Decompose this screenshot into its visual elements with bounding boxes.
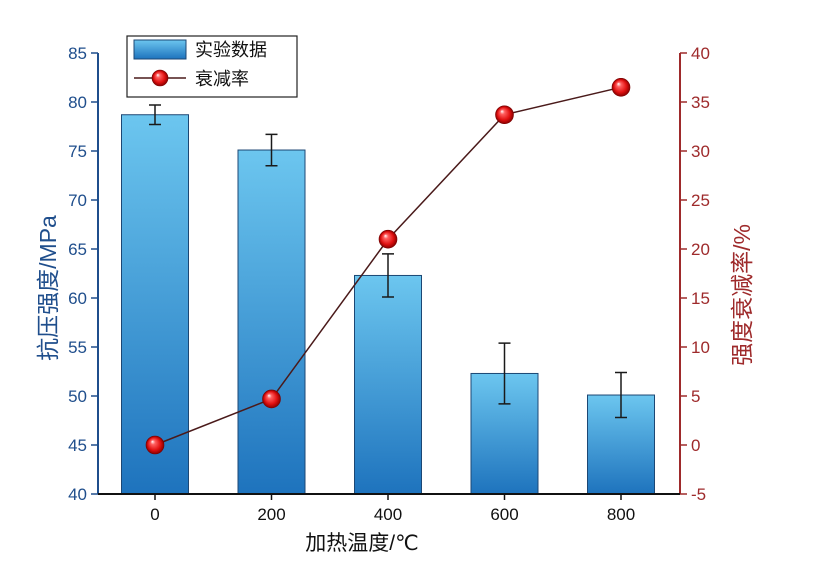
bar xyxy=(237,149,306,495)
y2-tick-label: 10 xyxy=(691,338,710,357)
x-tick-label: 800 xyxy=(607,505,635,524)
y-tick-label: 45 xyxy=(68,436,87,455)
x-tick-label: 0 xyxy=(150,505,159,524)
y2-tick-label: 25 xyxy=(691,191,710,210)
legend: 实验数据 衰减率 xyxy=(126,35,298,98)
x-tick-label: 600 xyxy=(490,505,518,524)
axes-layer xyxy=(97,53,681,495)
y-tick-label: 50 xyxy=(68,387,87,406)
error-bar xyxy=(382,253,394,298)
x-axis-title: 加热温度/℃ xyxy=(305,532,418,555)
y-tick-label: 80 xyxy=(68,93,87,112)
x-tick-label: 200 xyxy=(257,505,285,524)
y-tick-label: 75 xyxy=(68,142,87,161)
error-bar xyxy=(265,133,278,167)
y2-tick-label: -5 xyxy=(691,485,706,504)
y-axis-title: 抗压强度/MPa xyxy=(35,215,61,361)
legend-label-rate: 衰减率 xyxy=(195,69,249,89)
rate-point xyxy=(378,229,398,249)
y2-tick-label: 40 xyxy=(691,44,710,63)
rate-line-layer xyxy=(145,78,631,455)
error-bars-layer xyxy=(149,104,627,419)
error-bar xyxy=(615,371,627,419)
bar xyxy=(354,274,422,495)
rate-point xyxy=(145,435,165,455)
y-tick-label: 55 xyxy=(68,338,87,357)
x-tick-label: 400 xyxy=(374,505,402,524)
y2-tick-label: 30 xyxy=(691,142,710,161)
legend-label-bars: 实验数据 xyxy=(195,40,267,60)
y2-tick-label: 0 xyxy=(691,436,700,455)
y-tick-label: 70 xyxy=(68,191,87,210)
y-tick-label: 40 xyxy=(68,485,87,504)
y-tick-label: 60 xyxy=(68,289,87,308)
y2-tick-label: 5 xyxy=(691,387,700,406)
rate-point xyxy=(611,78,631,97)
error-bar xyxy=(149,104,161,126)
rate-point xyxy=(262,389,281,409)
legend-bar-swatch xyxy=(133,39,187,60)
bar xyxy=(121,114,189,495)
rate-point xyxy=(495,105,514,125)
y-tick-label: 65 xyxy=(68,240,87,259)
error-bar xyxy=(498,342,511,405)
y2-tick-label: 20 xyxy=(691,240,710,259)
y2-tick-label: 15 xyxy=(691,289,710,308)
bars-layer xyxy=(121,114,655,495)
legend-marker-swatch xyxy=(151,69,169,87)
y2-axis-title: 强度衰减率/% xyxy=(729,224,755,366)
y2-tick-label: 35 xyxy=(691,93,710,112)
y-tick-label: 85 xyxy=(68,44,87,63)
